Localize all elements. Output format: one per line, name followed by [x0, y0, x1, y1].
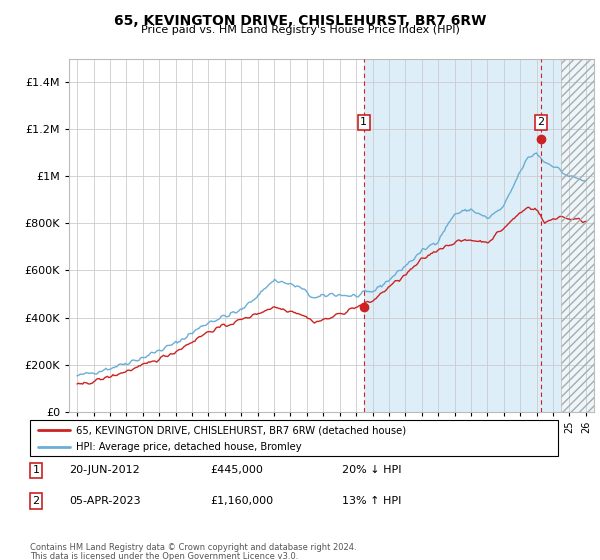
Text: Contains HM Land Registry data © Crown copyright and database right 2024.: Contains HM Land Registry data © Crown c…	[30, 543, 356, 552]
Text: HPI: Average price, detached house, Bromley: HPI: Average price, detached house, Brom…	[76, 442, 302, 452]
Text: £445,000: £445,000	[210, 465, 263, 475]
Text: 1: 1	[32, 465, 40, 475]
Text: 13% ↑ HPI: 13% ↑ HPI	[342, 496, 401, 506]
Text: 1: 1	[361, 117, 367, 127]
Text: 65, KEVINGTON DRIVE, CHISLEHURST, BR7 6RW (detached house): 65, KEVINGTON DRIVE, CHISLEHURST, BR7 6R…	[76, 425, 407, 435]
Text: 20% ↓ HPI: 20% ↓ HPI	[342, 465, 401, 475]
Text: 05-APR-2023: 05-APR-2023	[69, 496, 140, 506]
Text: 20-JUN-2012: 20-JUN-2012	[69, 465, 140, 475]
Text: 2: 2	[32, 496, 40, 506]
Bar	[364, 59, 561, 412]
Text: This data is licensed under the Open Government Licence v3.0.: This data is licensed under the Open Gov…	[30, 552, 298, 560]
Text: Price paid vs. HM Land Registry's House Price Index (HPI): Price paid vs. HM Land Registry's House …	[140, 25, 460, 35]
Bar	[561, 59, 594, 412]
Text: £1,160,000: £1,160,000	[210, 496, 273, 506]
Text: 65, KEVINGTON DRIVE, CHISLEHURST, BR7 6RW: 65, KEVINGTON DRIVE, CHISLEHURST, BR7 6R…	[114, 14, 486, 28]
Text: 2: 2	[538, 117, 545, 127]
